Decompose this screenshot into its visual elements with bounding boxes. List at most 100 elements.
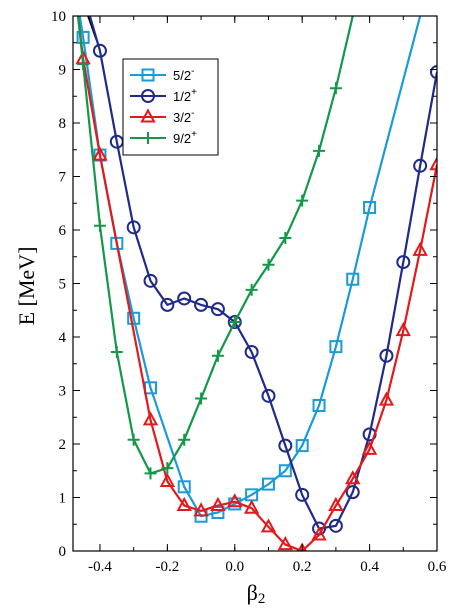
series-0-point-13 [312,398,326,412]
series-3-point-15 [329,82,342,95]
series-1-point-19 [413,158,428,173]
x-tick-label-2: 0.0 [225,559,244,575]
x-axis-title: β2 [247,580,266,607]
series-1-point-7 [210,302,225,317]
series-2-point-2 [142,411,159,426]
series-2-point-10 [277,535,294,551]
series-3-point-12 [279,232,292,245]
series-1-point-11 [278,438,293,453]
y-tick-label-9: 9 [59,63,67,79]
series-2-point-3 [159,472,176,487]
series-2-point-9 [260,518,277,533]
series-0-point-15 [346,272,360,286]
legend: 5/2- 1/2+ 3/2- 9/2+ [122,58,219,156]
series-2-point-8 [243,499,260,514]
legend-label-3: 9/2+ [173,129,197,146]
series-3-point-1 [93,219,106,232]
series-3-point-3 [127,433,140,446]
y-tick-label-5: 5 [59,277,67,293]
series-1-point-4 [160,297,175,312]
series-0-point-5 [177,480,191,494]
legend-label-0: 5/2- [173,66,194,83]
legend-marker-0 [141,68,155,82]
series-3-point-4 [144,467,157,480]
y-tick-label-10: 10 [51,9,66,25]
y-tick-label-6: 6 [59,223,67,239]
legend-marker-1 [141,89,155,103]
series-2-point-17 [395,321,411,337]
axis-layer: -0.4 -0.2 0.0 0.2 0.4 0.6 0 1 2 3 4 5 6 7 8 9 10 [51,9,447,575]
legend-marker-2 [140,108,156,123]
series-2-point-5 [193,502,209,517]
series-1-point-6 [194,297,209,312]
series-2-point-16 [378,391,395,406]
series-1-point-5 [177,291,192,306]
y-tick-label-3: 3 [59,384,67,400]
y-axis-title: E [MeV] [14,247,39,326]
y-tick-label-8: 8 [59,116,67,132]
series-2-point-1 [92,146,108,161]
series-0-point-3 [127,311,141,325]
series-line-3 [76,16,354,475]
series-line-2 [76,16,437,551]
series-1-point-0 [92,43,107,58]
y-tick-label-2: 2 [59,437,67,453]
series-1-point-12 [295,487,310,502]
series-line-1 [88,16,437,530]
legend-marker-3 [142,132,154,144]
series-3-point-5 [161,462,174,475]
x-tick-label-3: 0.2 [293,559,312,575]
legend-label-1: 1/2+ [173,87,197,104]
series-3-point-6 [178,433,191,446]
legend-label-2: 3/2- [173,108,194,125]
series-1-point-3 [143,273,158,288]
series-0-point-11 [278,464,292,478]
series-1-point-17 [379,348,394,363]
series-2-point-11 [297,542,307,551]
series-1-point-14 [328,518,343,533]
series-0-point-0 [76,30,90,44]
series-2-point-15 [361,440,378,455]
series-2-point-12 [311,526,327,541]
series-3-point-0 [77,58,90,71]
series-1-point-20 [430,65,437,80]
y-tick-label-4: 4 [59,330,67,346]
series-3-point-9 [228,316,241,329]
series-1-point-18 [396,255,411,270]
y-tick-label-7: 7 [59,170,67,186]
series-3-point-10 [245,283,258,296]
legend-box [122,58,219,156]
series-0-point-12 [295,439,309,453]
y-tick-label-1: 1 [59,491,67,507]
series-2-point-4 [176,496,192,512]
series-1-point-2 [126,220,141,235]
series-3-point-7 [195,392,208,405]
series-3-point-11 [262,258,275,271]
series-3-point-13 [296,194,309,207]
series-0-point-16 [363,201,377,215]
series-2-point-6 [210,496,226,512]
plot-layer [75,16,437,551]
series-3-point-8 [211,349,224,362]
x-tick-label-4: 0.4 [360,559,379,575]
x-tick-label-5: 0.6 [428,559,447,575]
series-2-point-19 [429,156,437,171]
series-0-point-7 [211,505,225,519]
series-2-point-14 [345,470,361,485]
series-0-point-14 [329,340,343,354]
series-0-point-10 [261,477,275,491]
series-2-point-18 [412,241,428,256]
series-3-point-14 [313,144,326,157]
series-1-point-9 [244,344,259,359]
x-axis-title-main: β [247,580,258,605]
series-3-point-2 [110,345,123,358]
x-tick-label-0: -0.4 [88,559,112,575]
series-2-point-7 [227,493,243,508]
y-tick-label-0: 0 [59,544,67,560]
series-1-point-15 [345,485,360,500]
x-axis-title-sub: 2 [258,591,266,607]
x-tick-label-1: -0.2 [155,559,179,575]
series-2-point-13 [328,496,344,512]
series-1-point-10 [261,388,276,403]
